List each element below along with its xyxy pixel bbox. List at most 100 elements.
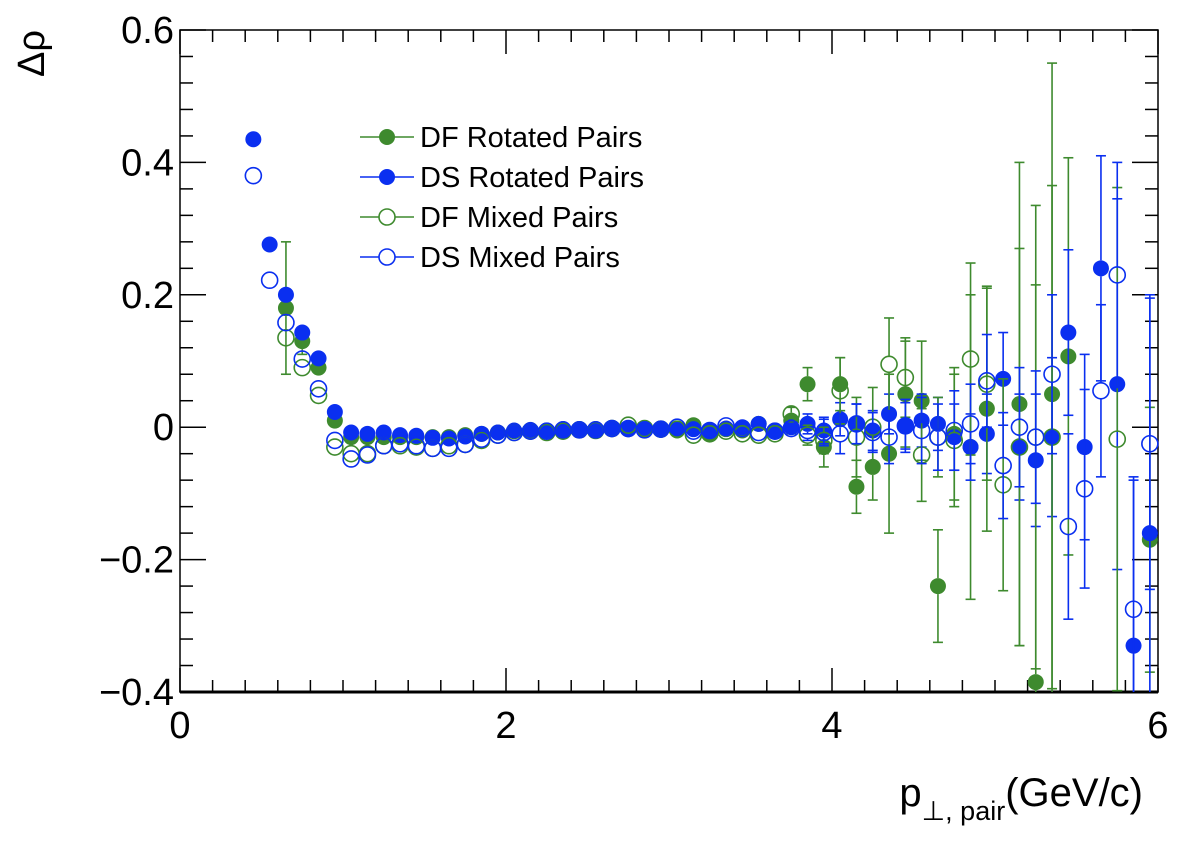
data-point <box>277 313 295 332</box>
legend-marker <box>378 248 396 266</box>
data-point <box>929 578 946 595</box>
data-point <box>669 420 686 437</box>
data-point <box>652 421 669 438</box>
data-point <box>326 438 344 456</box>
data-point <box>538 422 555 439</box>
data-point <box>587 421 604 438</box>
data-point <box>783 419 800 436</box>
data-point <box>359 425 376 442</box>
data-point <box>293 350 312 368</box>
data-point <box>945 421 964 440</box>
data-point <box>685 421 702 438</box>
y-tick-label: 0.4 <box>121 142 174 184</box>
y-tick-label: 0.6 <box>121 10 174 52</box>
data-point <box>1141 434 1159 453</box>
series-ds-mixed-pairs <box>244 161 1159 692</box>
data-point <box>620 421 637 438</box>
data-point <box>831 381 849 400</box>
data-point <box>277 286 294 303</box>
data-point <box>472 430 491 448</box>
data-point <box>896 417 915 435</box>
legend-label: DF Mixed Pairs <box>420 202 618 234</box>
data-point <box>522 421 539 438</box>
plot-frame <box>179 29 1159 693</box>
data-point <box>897 417 914 434</box>
data-point <box>733 419 752 438</box>
data-point <box>261 236 278 253</box>
y-tick-label: −0.4 <box>99 672 174 714</box>
data-point <box>277 300 294 317</box>
legend-entry: DS Mixed Pairs <box>360 242 620 274</box>
data-point <box>831 425 849 443</box>
data-point <box>961 350 980 368</box>
data-point <box>863 423 882 442</box>
data-point <box>555 421 572 438</box>
data-point <box>929 428 947 446</box>
legend: DF Rotated Pairs DS Rotated Pairs DF Mixed… <box>360 122 644 274</box>
data-point <box>880 355 898 374</box>
data-point <box>244 166 263 185</box>
data-point <box>1059 517 1078 536</box>
legend-marker <box>378 208 396 226</box>
data-point <box>1092 381 1110 400</box>
x-axis-label-unit: (GeV/c) <box>1005 771 1143 815</box>
data-point <box>815 431 833 450</box>
data-point <box>636 421 653 438</box>
data-point <box>912 421 931 440</box>
y-tick-label: 0 <box>153 407 174 449</box>
data-point <box>1092 260 1109 277</box>
data-point <box>456 435 475 454</box>
y-tick-label: −0.2 <box>99 540 174 582</box>
x-tick-label: 0 <box>169 705 190 747</box>
x-tick-label: 6 <box>1147 705 1168 747</box>
x-tick-label: 4 <box>821 705 842 747</box>
legend-entry: DS Rotated Pairs <box>360 162 644 194</box>
data-point <box>961 415 980 433</box>
data-point <box>260 271 279 290</box>
x-axis-label: p⊥, pair(GeV/c) <box>899 771 1143 826</box>
data-point <box>848 478 865 495</box>
data-point <box>440 439 458 458</box>
data-point <box>1108 430 1127 448</box>
legend-label: DS Mixed Pairs <box>420 242 620 274</box>
data-point <box>668 418 686 437</box>
data-point <box>293 358 312 377</box>
data-point <box>326 431 344 450</box>
data-point <box>1010 418 1029 437</box>
data-point <box>847 415 866 433</box>
data-point <box>375 424 392 441</box>
data-point <box>294 324 311 341</box>
legend-label: DF Rotated Pairs <box>420 122 642 154</box>
data-point <box>734 419 751 436</box>
data-point <box>326 403 343 420</box>
data-point <box>358 446 377 464</box>
data-point <box>342 450 360 468</box>
data-point <box>473 425 490 442</box>
data-point <box>1108 266 1127 284</box>
legend-marker <box>379 129 395 145</box>
data-point <box>880 428 898 446</box>
data-point <box>832 376 849 393</box>
data-point <box>1043 365 1061 384</box>
y-tick-label: 0.2 <box>121 275 174 317</box>
data-point <box>782 405 801 423</box>
data-point <box>343 424 360 441</box>
data-point <box>358 444 377 463</box>
data-point <box>978 372 996 390</box>
data-point <box>1075 479 1094 498</box>
legend-entry: DF Mixed Pairs <box>360 202 618 234</box>
data-point <box>994 456 1012 475</box>
data-point <box>603 420 620 437</box>
legend-label: DS Rotated Pairs <box>420 162 644 194</box>
data-point <box>309 386 328 405</box>
x-axis-label-sub: ⊥, pair <box>922 796 1006 826</box>
legend-entry: DF Rotated Pairs <box>360 122 642 154</box>
data-point <box>310 350 327 367</box>
data-point <box>847 428 866 446</box>
data-point <box>1060 324 1077 341</box>
data-point <box>700 421 719 440</box>
data-point <box>1124 600 1143 619</box>
data-point <box>1027 674 1044 691</box>
data-point <box>1026 428 1045 446</box>
data-point <box>799 376 816 393</box>
